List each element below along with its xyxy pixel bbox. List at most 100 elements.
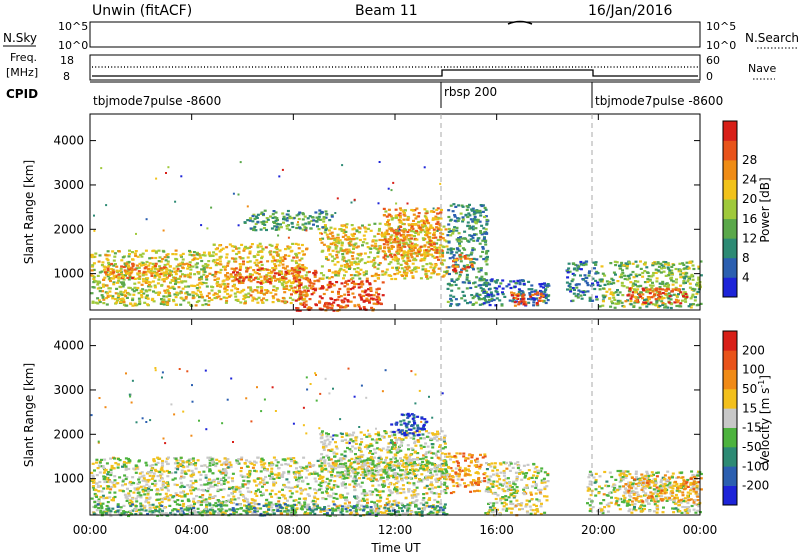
range-cell-0-78 <box>140 471 144 474</box>
range-cell-0-270 <box>144 500 148 503</box>
range-cell-0-526 <box>204 282 208 285</box>
range-cell-0-552 <box>216 477 220 480</box>
range-cell-0-368 <box>440 470 444 473</box>
range-cell-0-677 <box>207 292 211 295</box>
range-cell-7-104 <box>282 218 285 221</box>
range-cell-13-406 <box>621 294 625 297</box>
range-cell-0-1478 <box>152 458 156 461</box>
range-cell-2-290 <box>267 269 271 272</box>
range-cell-4-38 <box>344 280 348 283</box>
range-cell-6-48 <box>435 256 439 259</box>
range-cell-5-516 <box>373 245 377 248</box>
range-cell-12-16 <box>583 261 587 264</box>
range-cell-0-1913 <box>180 469 184 472</box>
range-cell-5-774 <box>442 225 446 228</box>
range-cell-0-610 <box>113 495 117 499</box>
range-cell-8-255 <box>451 210 455 213</box>
range-cell-6-67 <box>387 224 391 227</box>
range-cell-0-631 <box>125 304 129 307</box>
range-cell-13-381 <box>690 273 694 276</box>
range-cell-0-275 <box>252 501 256 504</box>
range-cell-2-194 <box>305 287 309 290</box>
range-cell-0-1610 <box>179 481 183 484</box>
colorbar-swatch-8 <box>723 121 737 141</box>
range-cell-0-1560 <box>285 478 289 481</box>
range-cell-5-378 <box>423 230 427 233</box>
range-cell-0-1559 <box>270 472 274 475</box>
range-cell-0-330 <box>175 265 179 268</box>
range-cell-6-234 <box>435 251 439 254</box>
range-cell-5-630 <box>410 230 414 233</box>
range-cell-3-12 <box>273 276 277 279</box>
range-cell-0-1850 <box>97 464 101 467</box>
range-cell-3-93 <box>296 272 300 275</box>
range-cell-0-551 <box>120 271 123 274</box>
range-cell-0-600 <box>199 293 203 296</box>
range-cell-6-339 <box>436 212 440 215</box>
range-cell-5-604 <box>336 236 340 239</box>
range-cell-3-118 <box>272 269 276 272</box>
range-cell-6-93 <box>408 228 411 232</box>
range-cell-6-184 <box>406 252 410 255</box>
range-cell-0-654 <box>100 270 104 273</box>
range-cell-5-678 <box>430 272 434 275</box>
range-cell-7-3 <box>288 215 292 218</box>
range-cell-0-214 <box>430 456 434 459</box>
range-cell-0-338 <box>91 300 95 303</box>
range-cell-1-27 <box>146 277 150 280</box>
sparse-cell-71 <box>305 229 308 232</box>
range-cell-8-256 <box>479 230 482 233</box>
range-cell-4-191 <box>369 289 373 292</box>
range-cell-0-126 <box>326 484 330 488</box>
range-cell-2-288 <box>278 249 282 252</box>
range-cell-13-485 <box>615 261 619 264</box>
range-cell-0-624 <box>108 294 112 297</box>
range-cell-8-79 <box>472 282 475 285</box>
range-cell-11-44 <box>531 293 535 296</box>
range-cell-0-1316 <box>253 469 257 472</box>
range-cell-13-257 <box>691 303 695 306</box>
range-cell-2-373 <box>226 262 230 265</box>
range-cell-0-147 <box>274 493 278 496</box>
range-cell-5-226 <box>401 255 405 258</box>
range-cell-3-32 <box>265 268 269 271</box>
range-cell-0-699 <box>429 475 433 478</box>
range-cell-5-776 <box>400 267 404 270</box>
range-cell-0-228 <box>282 494 286 497</box>
range-cell-0-240 <box>120 273 123 276</box>
range-cell-0-1480 <box>280 474 284 477</box>
range-cell-2-295 <box>270 260 274 263</box>
range-cell-0-479 <box>140 475 144 478</box>
range-cell-0-394 <box>91 274 95 277</box>
sparse-cell-128 <box>394 238 396 240</box>
range-cell-0-491 <box>120 259 124 262</box>
range-cell-7-171 <box>274 219 278 222</box>
sparse-cell-37 <box>155 177 158 180</box>
range-cell-4-242 <box>305 294 309 297</box>
range-cell-0-267 <box>283 458 287 461</box>
range-cell-12-140 <box>580 263 583 266</box>
range-cell-0-552 <box>92 281 96 284</box>
range-cell-0-266 <box>103 468 106 471</box>
range-cell-0-854 <box>256 507 260 510</box>
range-cell-0-1919 <box>375 489 379 492</box>
range-cell-0-664 <box>179 254 183 257</box>
range-cell-6-140 <box>390 255 394 258</box>
range-cell-2-615 <box>218 290 222 293</box>
range-cell-0-558 <box>165 487 169 490</box>
range-cell-6-61 <box>399 234 403 237</box>
range-cell-12-103 <box>566 276 570 279</box>
range-cell-14-97 <box>633 295 637 298</box>
range-cell-0-160 <box>151 280 155 283</box>
range-cell-2-380 <box>242 263 245 266</box>
range-cell-8-14 <box>484 215 488 218</box>
range-cell-1-37 <box>130 267 134 270</box>
range-cell-10-109 <box>482 302 486 305</box>
range-cell-8-68 <box>454 272 458 275</box>
range-cell-0-414 <box>149 468 153 471</box>
range-cell-5-694 <box>390 247 394 250</box>
range-cell-8-119 <box>470 209 474 212</box>
range-cell-6-55 <box>421 223 425 226</box>
range-cell-0-1279 <box>151 482 155 485</box>
range-cell-0-1402 <box>107 485 110 488</box>
